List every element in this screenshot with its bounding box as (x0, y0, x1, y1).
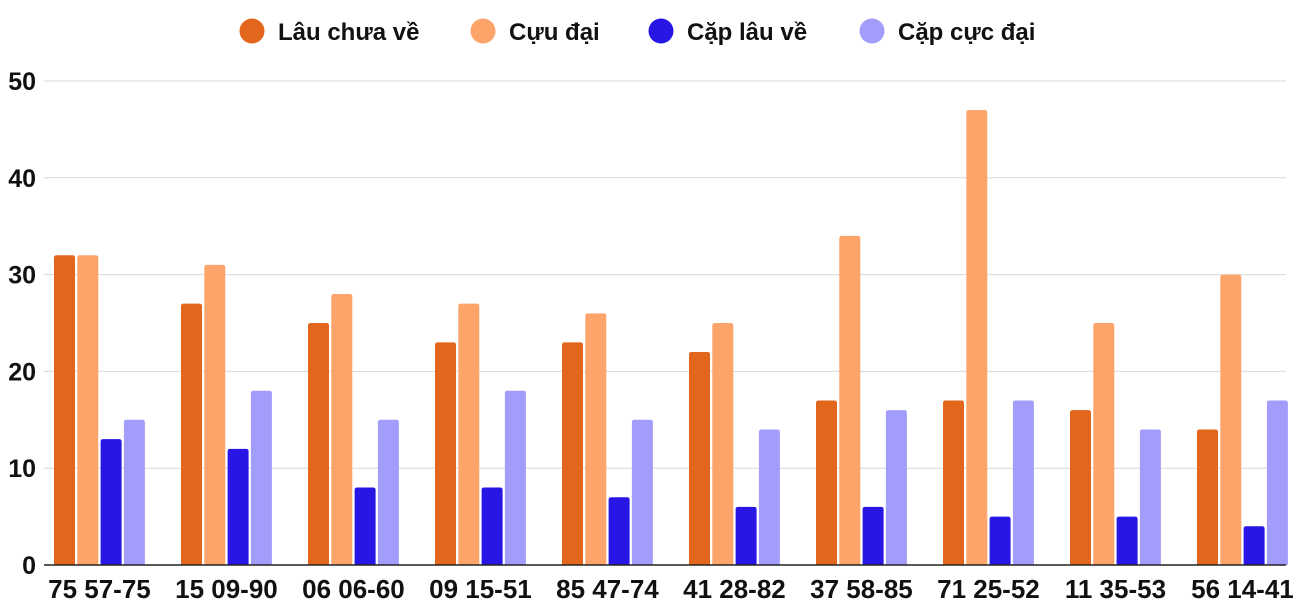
bar-group (181, 264, 272, 565)
legend-label: Cặp cực đại (898, 19, 1035, 46)
bar (816, 400, 837, 565)
bar (227, 448, 249, 565)
x-tick-label: 41 28-82 (683, 574, 786, 600)
bar (712, 323, 734, 565)
bar-group (54, 255, 145, 566)
legend-swatch (648, 18, 674, 44)
bar (839, 235, 861, 565)
bar (1220, 274, 1242, 565)
legend-item: Cặp lâu về (648, 18, 807, 46)
y-tick-label: 30 (8, 262, 36, 290)
bar-group (1070, 323, 1161, 565)
bar (458, 303, 480, 565)
y-tick-label: 0 (22, 552, 36, 580)
bar (1197, 429, 1218, 565)
legend-swatch (239, 18, 265, 44)
y-tick-label: 20 (8, 358, 36, 386)
bar (331, 293, 353, 565)
y-tick-label: 50 (8, 68, 36, 96)
legend-item: Lâu chưa về (239, 18, 419, 46)
bar (1266, 400, 1288, 565)
x-tick-label: 15 09-90 (175, 574, 278, 600)
bar-group (943, 110, 1034, 565)
bar (1116, 516, 1138, 565)
bar (862, 506, 884, 565)
bar-group (689, 323, 780, 565)
bar (377, 419, 399, 565)
legend-swatch (859, 18, 885, 44)
legend-label: Cựu đại (509, 19, 600, 46)
bar (481, 487, 503, 565)
bar (966, 110, 988, 565)
bar-group (1197, 274, 1288, 565)
legend-swatch (470, 18, 496, 44)
y-axis: 0 10 20 30 40 50 (8, 68, 36, 580)
y-tick-label: 40 (8, 165, 36, 193)
x-tick-label: 56 14-41 (1191, 574, 1294, 600)
bar (100, 439, 122, 565)
bar (77, 255, 99, 566)
bar (435, 342, 456, 565)
bar (735, 506, 757, 565)
bar (1139, 429, 1161, 565)
bar (562, 342, 583, 565)
bar (1093, 323, 1115, 565)
bar (689, 352, 710, 565)
bar-group (562, 313, 653, 565)
legend-item: Cặp cực đại (859, 18, 1035, 46)
bar (608, 497, 630, 565)
bar (1070, 410, 1091, 565)
bar (943, 400, 964, 565)
bar (631, 419, 653, 565)
legend-label: Lâu chưa về (278, 19, 419, 46)
bar (181, 303, 202, 565)
legend: Lâu chưa về Cựu đại Cặp lâu về Cặp cực đại (239, 18, 1035, 46)
x-tick-label: 85 47-74 (556, 574, 659, 600)
x-tick-label: 71 25-52 (937, 574, 1040, 600)
x-tick-label: 11 35-53 (1065, 574, 1166, 600)
bar (1012, 400, 1034, 565)
x-tick-label: 06 06-60 (302, 574, 405, 600)
bar (123, 419, 145, 565)
bar (308, 323, 329, 565)
bar (885, 410, 907, 565)
bar (54, 255, 75, 566)
bars (54, 110, 1288, 566)
bar-group (435, 303, 526, 565)
x-axis: 75 57-75 15 09-90 06 06-60 09 15-51 85 47-74… (44, 564, 1294, 600)
y-tick-label: 10 (8, 455, 36, 483)
bar-group (816, 235, 907, 565)
bar (204, 264, 226, 565)
legend-label: Cặp lâu về (687, 19, 807, 46)
bar (989, 516, 1011, 565)
bar-group (308, 293, 399, 565)
bar (250, 390, 272, 565)
legend-item: Cựu đại (470, 18, 600, 46)
bar (1243, 526, 1265, 565)
bar (758, 429, 780, 565)
x-tick-label: 37 58-85 (810, 574, 913, 600)
x-tick-label: 75 57-75 (48, 574, 151, 600)
bar (585, 313, 607, 565)
bar (504, 390, 526, 565)
x-tick-label: 09 15-51 (429, 574, 532, 600)
bar (354, 487, 376, 565)
